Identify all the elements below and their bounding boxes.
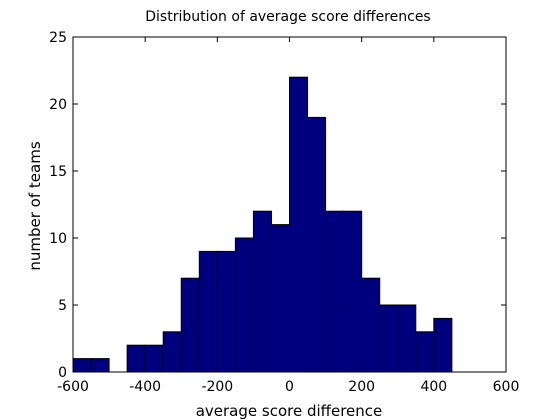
chart-title: Distribution of average score difference…	[145, 9, 430, 25]
histogram-bar-10	[252, 210, 272, 373]
x-tick-label: 400	[420, 379, 447, 395]
histogram-bar-6	[180, 277, 200, 373]
histogram-bar-17	[379, 304, 399, 373]
x-tick-label: -200	[201, 379, 233, 395]
histogram-bar-12	[289, 76, 309, 373]
x-tick-label: -400	[129, 379, 161, 395]
axes-group: -600 -400 -200 0 200 400 600 0 5 10 15 20 25	[49, 30, 519, 395]
y-tick-label: 25	[49, 30, 67, 46]
histogram-bar-18	[397, 304, 417, 373]
y-tick-label: 20	[49, 97, 67, 113]
y-tick-label: 5	[58, 298, 67, 314]
histogram-bar-16	[361, 277, 381, 373]
histogram-bar-9	[234, 237, 254, 373]
x-tick-label: -600	[57, 379, 89, 395]
histogram-bar-7	[198, 250, 218, 373]
y-tick-label: 10	[49, 231, 67, 247]
x-tick-label: 0	[285, 379, 294, 395]
bars-group	[72, 76, 453, 373]
histogram-bar-0	[72, 358, 92, 373]
histogram-bar-4	[144, 344, 164, 373]
histogram-bar-11	[270, 224, 291, 373]
histogram-bar-3	[126, 344, 146, 373]
y-tick-label: 0	[58, 365, 67, 381]
histogram-bar-14	[325, 210, 345, 373]
histogram-bar-15	[343, 210, 363, 373]
histogram-bar-8	[216, 250, 236, 373]
histogram-bar-13	[307, 116, 327, 373]
histogram-bar-19	[415, 331, 435, 373]
x-tick-label: 200	[348, 379, 375, 395]
y-tick-label: 15	[49, 164, 67, 180]
histogram-bar-20	[433, 317, 453, 373]
y-axis-label: number of teams	[26, 141, 44, 270]
histogram-bar-1	[90, 358, 110, 373]
x-tick-label: 600	[493, 379, 520, 395]
histogram-bar-5	[162, 331, 182, 373]
x-axis-label: average score difference	[196, 402, 383, 420]
